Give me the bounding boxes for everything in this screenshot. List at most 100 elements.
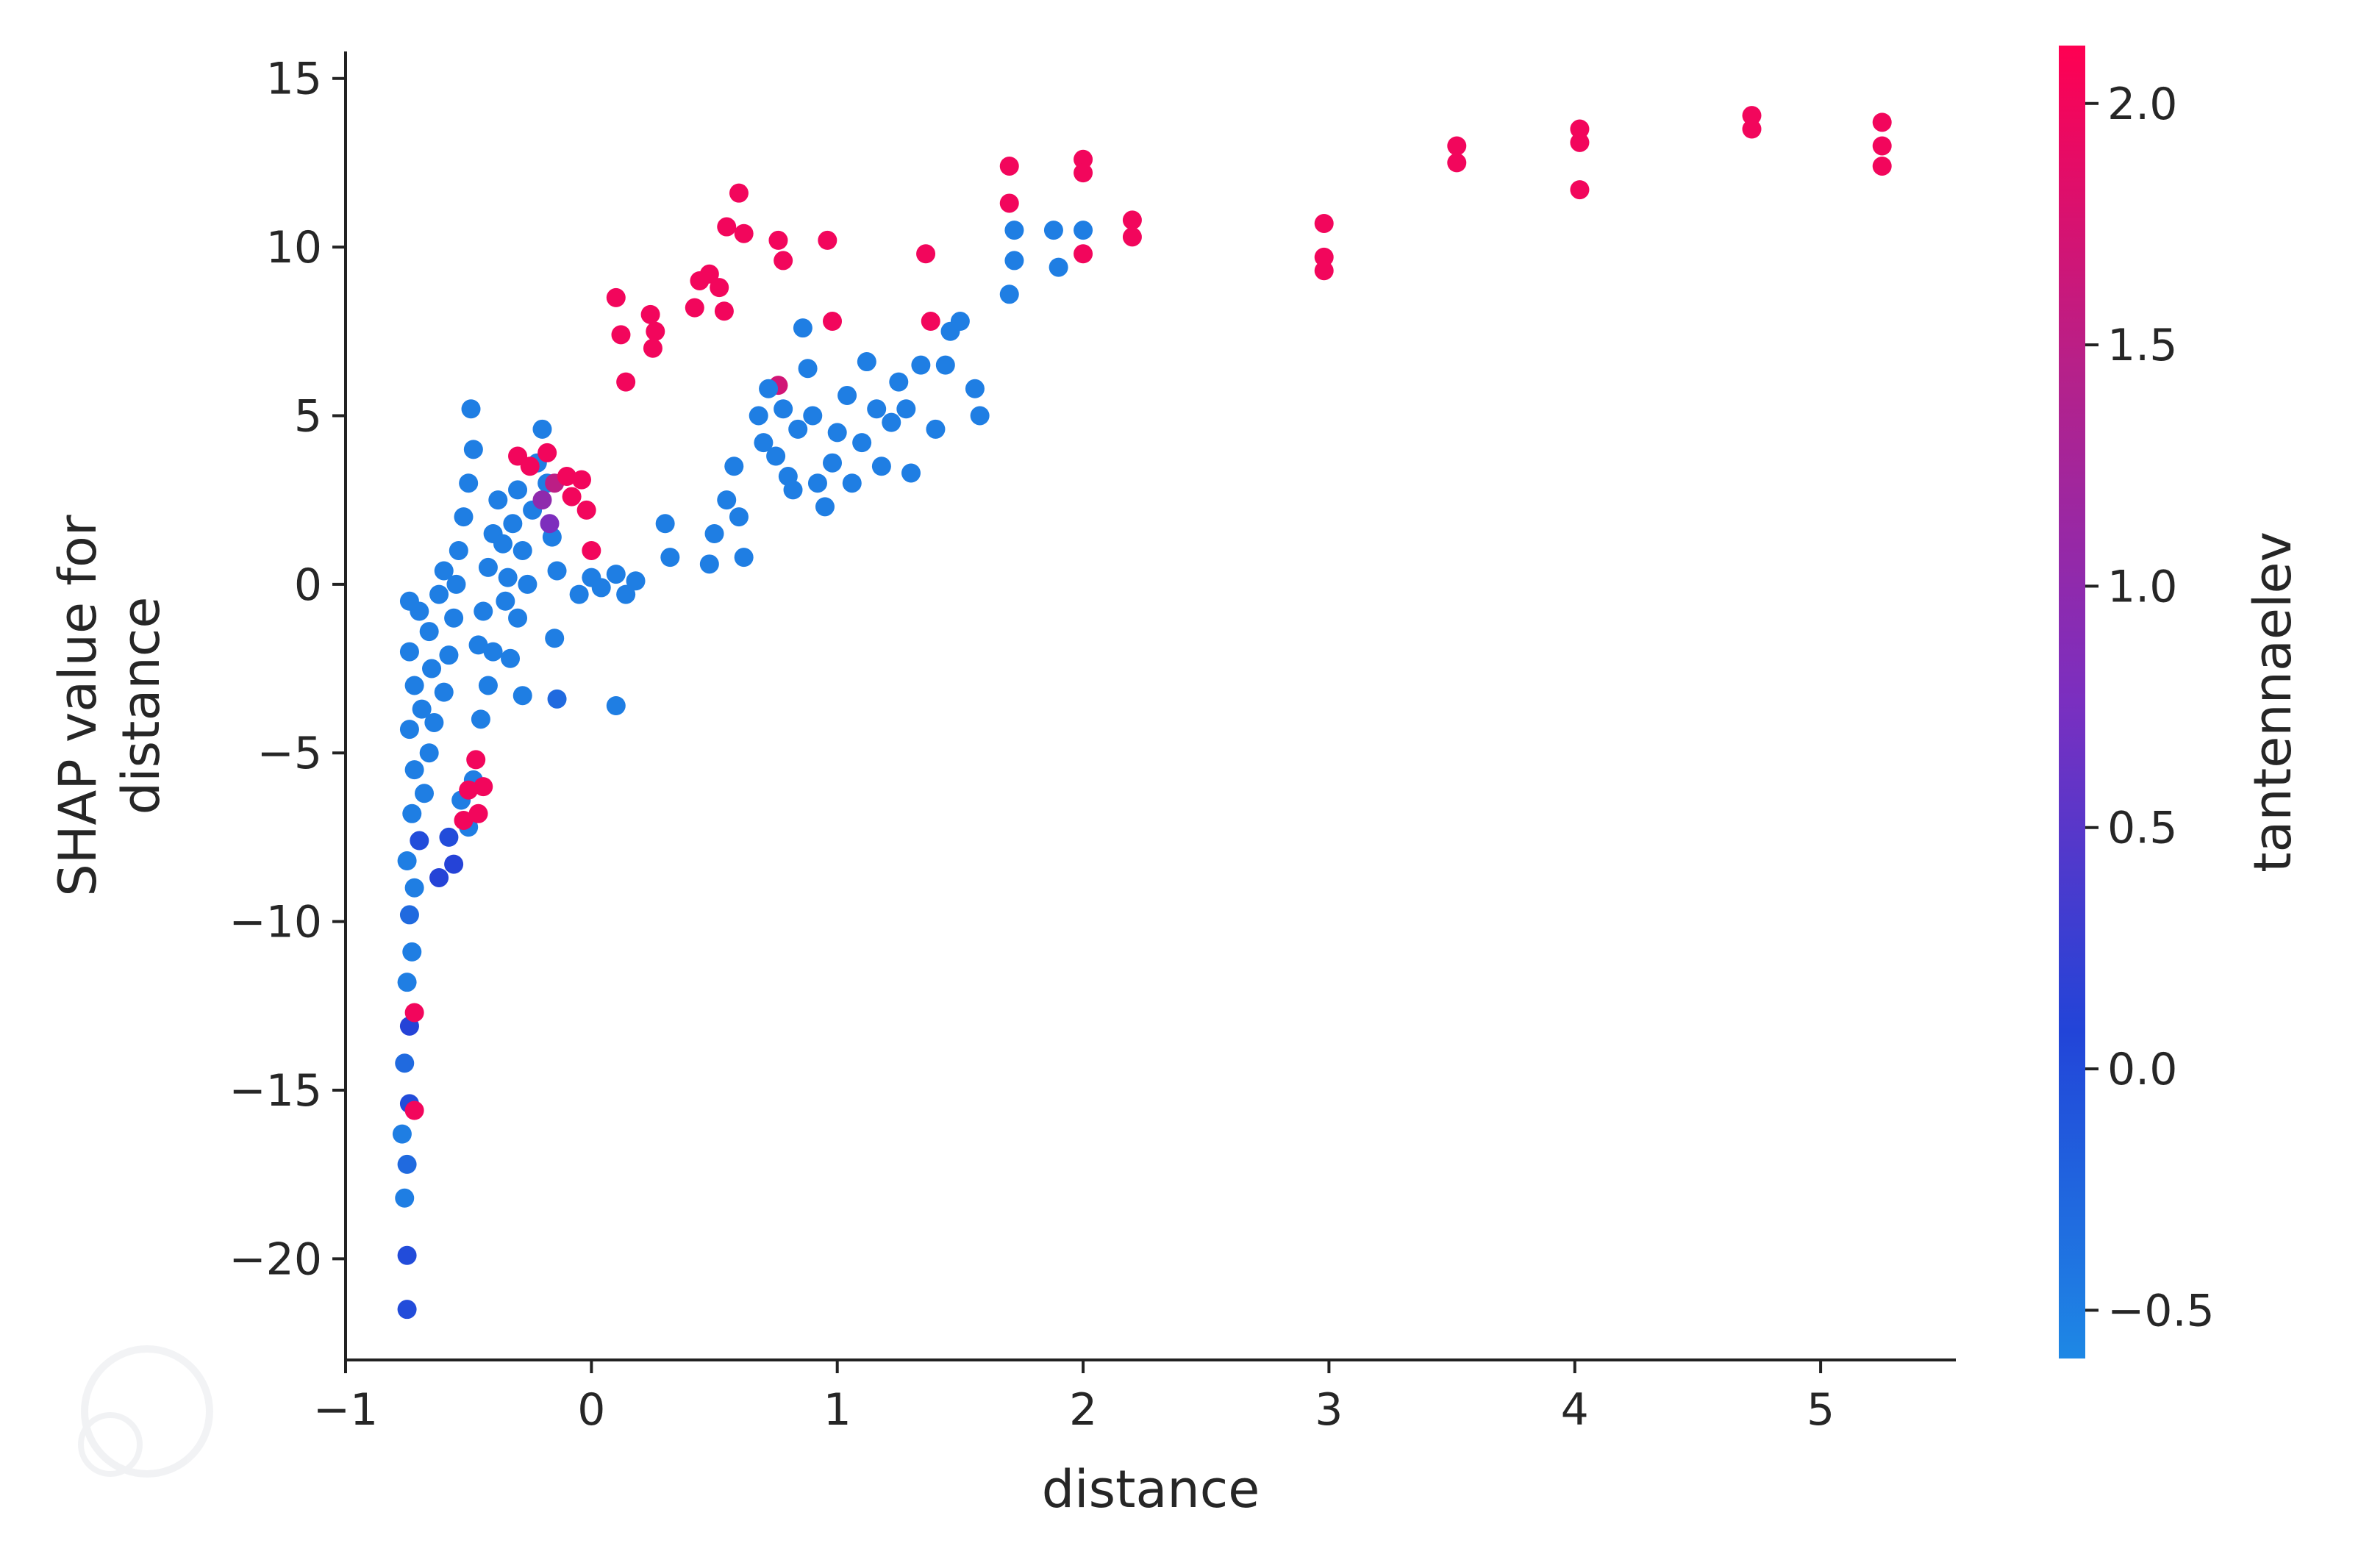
x-tick-label: 3 — [1315, 1384, 1343, 1436]
data-point — [496, 591, 515, 611]
data-point — [999, 284, 1019, 304]
data-point — [392, 1124, 412, 1144]
data-point — [818, 230, 837, 250]
data-point — [478, 676, 498, 695]
data-point — [414, 784, 434, 803]
data-point — [1043, 221, 1063, 240]
data-point — [569, 584, 589, 604]
scatter-points — [392, 106, 1892, 1320]
x-tick-label: 2 — [1069, 1384, 1097, 1436]
data-point — [547, 689, 567, 709]
data-point — [419, 622, 439, 642]
data-point — [404, 878, 424, 898]
data-point — [397, 973, 417, 992]
data-point — [1447, 136, 1467, 156]
data-point — [766, 446, 786, 466]
data-point — [699, 554, 719, 574]
y-tick-label: 5 — [294, 390, 322, 442]
data-point — [704, 524, 724, 544]
data-point — [842, 473, 862, 493]
data-point — [397, 1245, 417, 1265]
y-axis-title-line: SHAP value for — [48, 515, 108, 896]
data-point — [1314, 247, 1334, 267]
y-tick-label: −5 — [257, 728, 322, 779]
data-point — [1872, 156, 1892, 176]
data-point — [827, 423, 847, 443]
data-point — [867, 399, 887, 419]
data-point — [532, 490, 552, 510]
data-point — [999, 193, 1019, 213]
data-point — [446, 574, 466, 594]
data-point — [471, 709, 490, 729]
data-point — [1872, 112, 1892, 132]
colorbar-tick-label: 0.5 — [2107, 803, 2177, 854]
data-point — [857, 352, 876, 372]
data-point — [655, 514, 675, 534]
data-point — [512, 686, 532, 706]
data-point — [1074, 221, 1093, 240]
y-axis-title: SHAP value fordistance — [48, 515, 171, 896]
data-point — [399, 905, 419, 925]
data-point — [803, 406, 823, 426]
data-point — [508, 608, 528, 628]
watermark-logo — [78, 1345, 213, 1478]
data-point — [582, 540, 601, 560]
data-point — [1570, 180, 1590, 200]
data-point — [399, 642, 419, 662]
data-point — [889, 372, 909, 392]
data-point — [404, 760, 424, 780]
data-point — [1004, 221, 1024, 240]
colorbar-ticks: 2.0 1.5 1.0 0.5 0.0 −0.5 — [2085, 79, 2215, 1336]
data-point — [729, 183, 749, 203]
data-point — [520, 457, 540, 476]
data-point — [468, 635, 488, 655]
colorbar-tick-label: −0.5 — [2107, 1285, 2215, 1336]
data-point — [463, 440, 483, 459]
data-point — [926, 419, 946, 439]
data-point — [1122, 227, 1142, 247]
data-point — [1570, 132, 1590, 152]
data-point — [466, 750, 486, 770]
colorbar-tick-label: 0.0 — [2107, 1044, 2177, 1095]
data-point — [783, 480, 803, 500]
data-point — [793, 318, 812, 338]
data-point — [759, 379, 779, 398]
data-point — [815, 497, 835, 517]
data-point — [970, 406, 990, 426]
data-point — [935, 355, 955, 375]
data-point — [540, 514, 560, 534]
data-point — [478, 557, 498, 577]
data-point — [404, 676, 424, 695]
data-point — [965, 379, 985, 398]
data-point — [685, 298, 704, 318]
data-point — [397, 1154, 417, 1174]
data-point — [774, 399, 793, 419]
data-point — [498, 568, 518, 587]
data-point — [606, 565, 626, 584]
data-point — [399, 591, 419, 611]
data-point — [729, 507, 749, 527]
data-point — [1074, 163, 1093, 183]
axes — [344, 51, 1956, 1361]
data-point — [483, 642, 503, 662]
data-point — [459, 780, 479, 800]
data-point — [454, 810, 474, 830]
data-point — [503, 514, 523, 534]
data-point — [616, 584, 636, 604]
data-point — [434, 561, 454, 581]
data-point — [395, 1188, 415, 1208]
data-point — [512, 540, 532, 560]
data-point — [547, 561, 567, 581]
data-point — [1004, 251, 1024, 271]
data-point — [444, 854, 464, 874]
data-point — [724, 457, 744, 476]
data-point — [626, 571, 646, 591]
data-point — [717, 217, 737, 237]
colorbar-tick-label: 1.5 — [2107, 320, 2177, 371]
data-point — [916, 244, 936, 264]
colorbar-tick-label: 1.0 — [2107, 561, 2177, 612]
data-point — [871, 457, 891, 476]
data-point — [459, 473, 479, 493]
data-point — [444, 608, 464, 628]
y-tick-label: 15 — [266, 54, 322, 105]
